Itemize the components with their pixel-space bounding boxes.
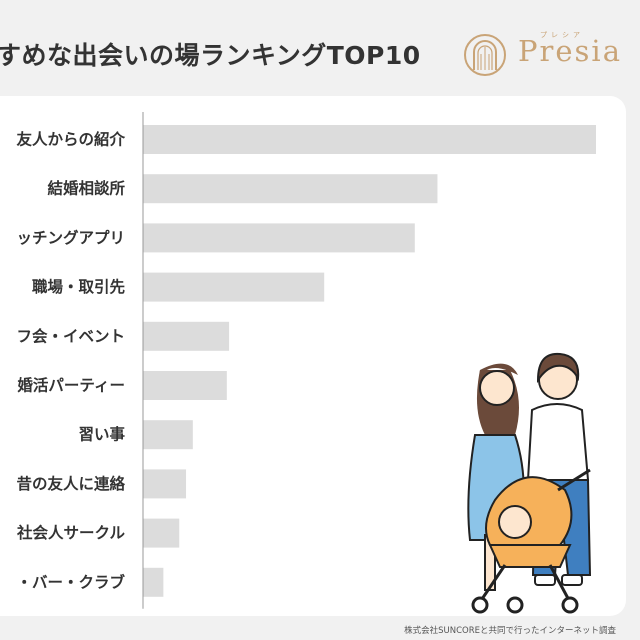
category-label: 職場・取引先 xyxy=(32,277,126,296)
brand-ruby: プレシア xyxy=(540,31,584,39)
chart-title: すめな出会いの場ランキングTOP10 xyxy=(0,41,421,70)
category-label: フ会・イベント xyxy=(16,326,125,345)
category-label: 友人からの紹介 xyxy=(16,130,125,149)
category-label: 昔の友人に連絡 xyxy=(16,474,125,493)
category-label: 結婚相談所 xyxy=(47,179,125,198)
category-label: 婚活パーティー xyxy=(17,376,125,395)
category-label: ・バー・クラブ xyxy=(16,572,125,591)
bar-6 xyxy=(143,371,227,400)
bar-1 xyxy=(143,125,596,154)
survey-credit: 株式会社SUNCOREと共同で行ったインターネット調査 xyxy=(404,626,616,636)
stroller-figure xyxy=(471,468,591,614)
bar-4 xyxy=(143,272,325,302)
bar-10 xyxy=(143,567,164,597)
family-illustration xyxy=(467,352,592,614)
bar-8 xyxy=(143,469,187,499)
bar-9 xyxy=(143,518,180,548)
bar-2 xyxy=(143,174,438,204)
category-label: 社会人サークル xyxy=(16,523,126,542)
bar-5 xyxy=(143,321,230,351)
bar-chart: 友人からの紹介結婚相談所ッチングアプリ職場・取引先フ会・イベント婚活パーティー習… xyxy=(16,112,596,609)
brand-logo: プレシア Presia xyxy=(462,30,637,80)
brand-name: Presia xyxy=(518,34,622,68)
bar-3 xyxy=(143,223,415,253)
arch-logo-icon xyxy=(464,34,506,76)
category-label: 習い事 xyxy=(78,426,125,444)
chart-card: 友人からの紹介結婚相談所ッチングアプリ職場・取引先フ会・イベント 婚活パーティー習… xyxy=(0,96,626,616)
bar-7 xyxy=(143,420,193,450)
category-label: ッチングアプリ xyxy=(16,228,125,247)
